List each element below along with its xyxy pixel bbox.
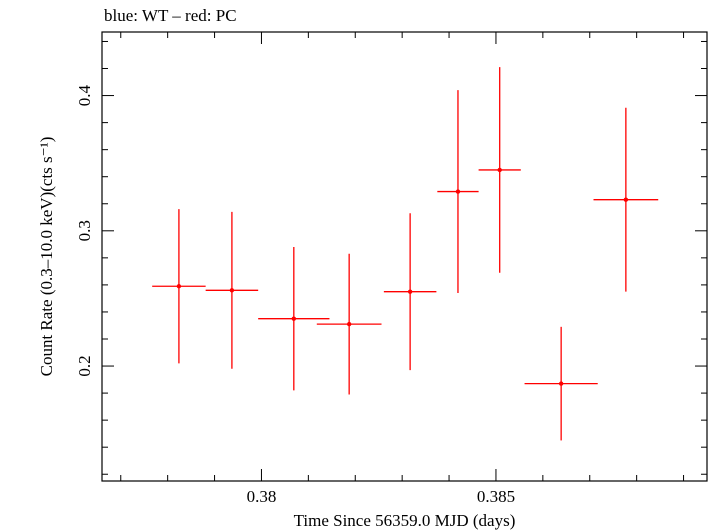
data-point (152, 209, 206, 364)
point-marker (229, 288, 235, 293)
data-marks (152, 67, 659, 441)
chart-title: blue: WT – red: PC (104, 6, 237, 25)
data-point (316, 253, 382, 395)
data-point (258, 247, 330, 391)
axis-ticks: 0.38 0.385 0.2 0.3 0.4 (75, 32, 707, 506)
data-point (524, 326, 598, 441)
x-axis-label: Time Since 56359.0 MJD (days) (294, 511, 516, 530)
plot-frame (101, 31, 708, 482)
point-marker (497, 167, 502, 173)
data-point (437, 90, 479, 294)
point-marker (455, 189, 461, 194)
data-point (593, 107, 659, 292)
point-marker (407, 289, 413, 294)
x-tick-label: 0.38 (247, 487, 277, 506)
point-marker (623, 197, 629, 202)
data-point (478, 67, 521, 273)
y-tick-label: 0.4 (75, 84, 94, 106)
data-point (205, 211, 259, 369)
y-tick-label: 0.3 (75, 220, 94, 241)
point-marker (346, 321, 352, 327)
point-marker (176, 284, 182, 289)
y-axis-label: Count Rate (0.3–10.0 keV)(cts s⁻¹) (37, 137, 56, 377)
data-point (383, 213, 437, 371)
point-marker (291, 316, 297, 321)
x-tick-label: 0.385 (477, 487, 515, 506)
point-marker (558, 381, 564, 386)
y-tick-label: 0.2 (75, 355, 94, 376)
